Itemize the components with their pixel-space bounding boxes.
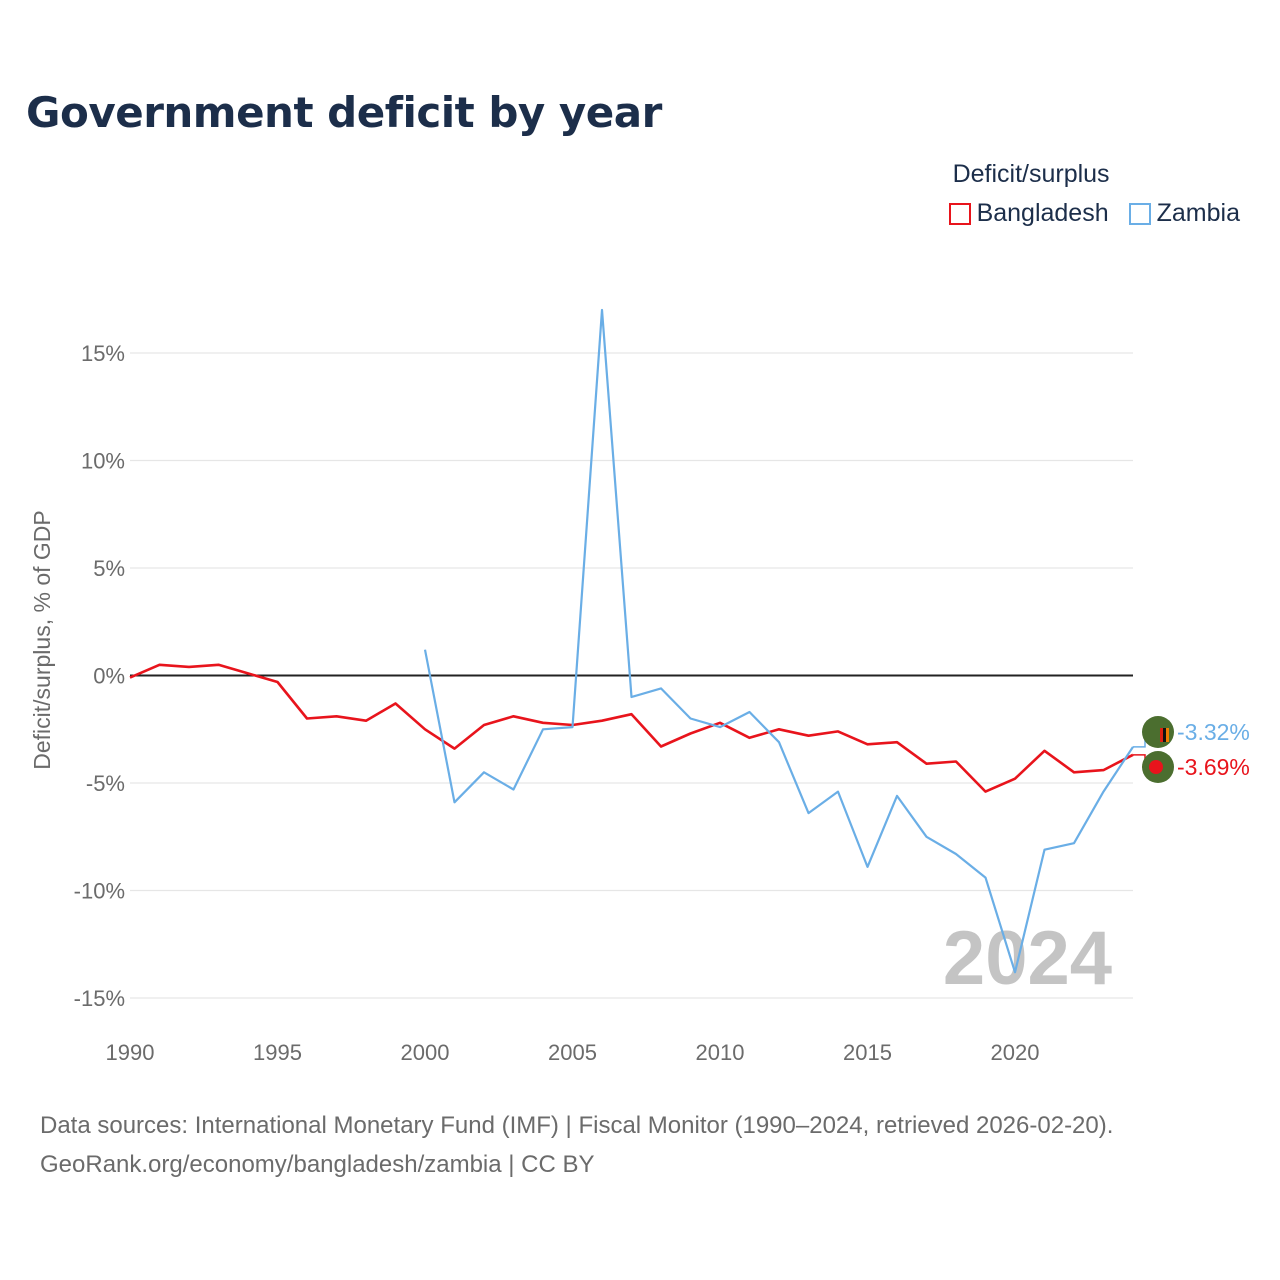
end-marker-zambia: -3.32% (1133, 716, 1250, 748)
x-tick-label: 2000 (401, 1040, 450, 1065)
legend-label-bangladesh: Bangladesh (976, 199, 1109, 227)
end-marker-bangladesh: -3.69% (1133, 751, 1250, 783)
axes: 15% 10% 5% 0% -5% -10% -15% 1990 1995 2000 2005 201… (29, 341, 1112, 1065)
source-line-1: Data sources: International Monetary Fun… (40, 1112, 1114, 1139)
series-line-bangladesh (129, 663, 1134, 793)
x-tick-label: 2005 (548, 1040, 597, 1065)
legend-title: Deficit/surplus (952, 160, 1110, 188)
x-tick-label: 1990 (106, 1040, 155, 1065)
flag-stripe (1163, 728, 1166, 742)
end-value-label: -3.32% (1177, 719, 1250, 745)
y-tick-label: 5% (93, 556, 125, 581)
year-watermark: 2024 (943, 916, 1112, 1001)
gridlines (130, 352, 1133, 999)
data-source: Data sources: International Monetary Fun… (40, 1106, 1113, 1184)
x-tick-label: 1995 (253, 1040, 302, 1065)
x-tick-label: 2010 (696, 1040, 745, 1065)
y-tick-label: 15% (81, 341, 125, 366)
legend-swatch-zambia (1128, 202, 1151, 225)
y-axis-label: Deficit/surplus, % of GDP (29, 510, 55, 769)
x-tick-label: 2015 (843, 1040, 892, 1065)
flag-disc (1149, 760, 1163, 774)
legend-swatch-bangladesh (948, 202, 971, 225)
y-tick-label: -10% (74, 879, 125, 904)
legend-item-zambia[interactable]: Zambia (1128, 199, 1240, 228)
y-tick-label: -15% (74, 986, 125, 1011)
y-tick-label: 0% (93, 664, 125, 689)
legend: Deficit/surplus Bangladesh Zambia (948, 160, 1240, 228)
flag-icon (1142, 716, 1174, 748)
end-value-label: -3.69% (1177, 754, 1250, 780)
y-tick-label: 10% (81, 449, 125, 474)
series-line-zambia (423, 308, 1134, 974)
legend-item-bangladesh[interactable]: Bangladesh (948, 199, 1109, 228)
flag-stripe (1166, 728, 1169, 742)
flag-stripe (1160, 728, 1163, 742)
end-labels: -3.69% -3.32% (1133, 716, 1250, 783)
source-line-2[interactable]: GeoRank.org/economy/bangladesh/zambia | … (40, 1151, 595, 1178)
legend-label-zambia: Zambia (1156, 199, 1240, 227)
plot-area (129, 308, 1134, 974)
y-tick-label: -5% (86, 771, 125, 796)
x-tick-label: 2020 (991, 1040, 1040, 1065)
page-title: Government deficit by year (26, 88, 662, 137)
